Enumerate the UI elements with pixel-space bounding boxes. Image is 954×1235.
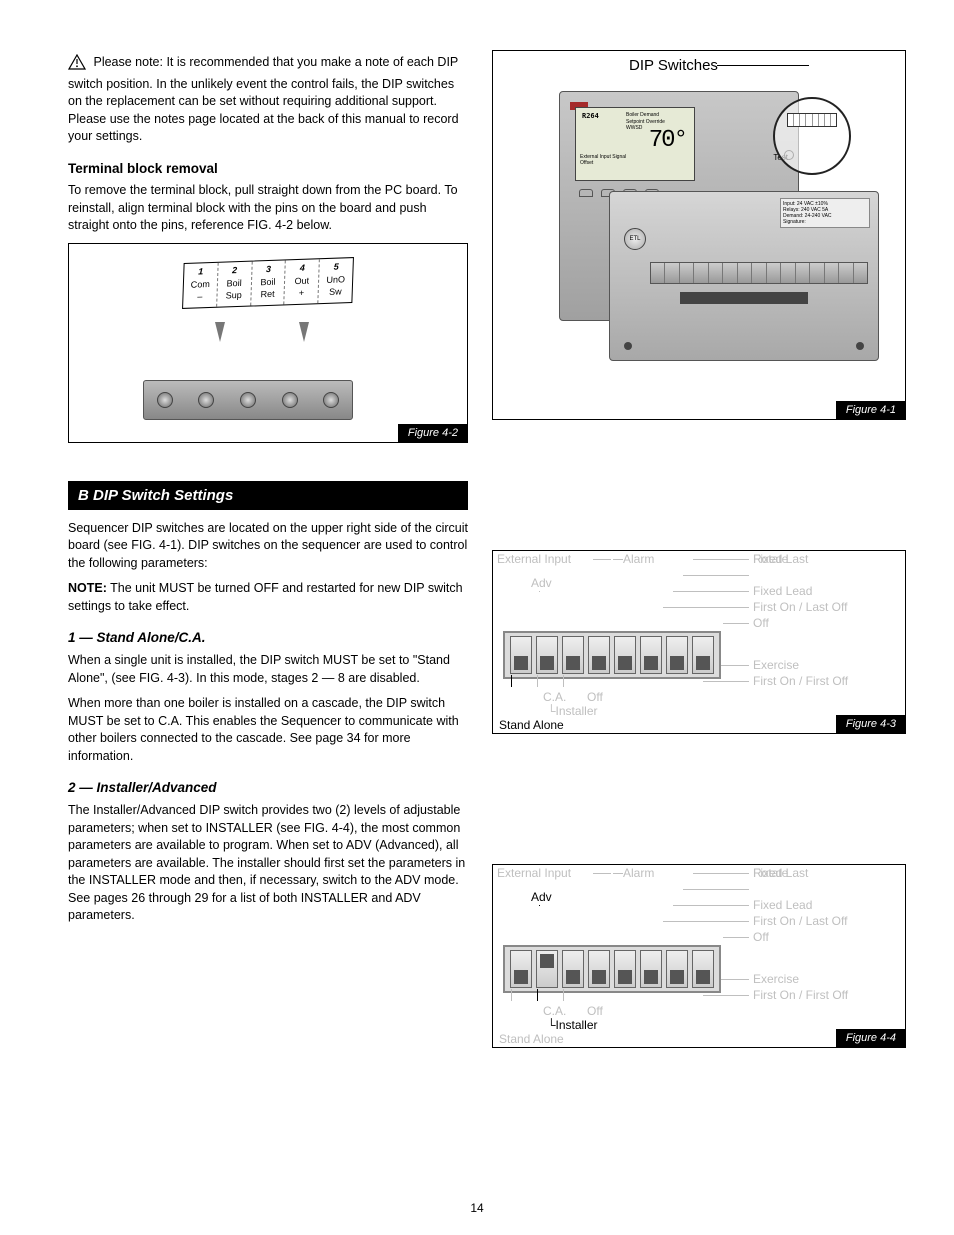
dip2-heading: 2 — Installer/Advanced xyxy=(68,779,468,798)
figure-label: Figure 4-4 xyxy=(836,1029,906,1048)
dip-intro: Sequencer DIP switches are located on th… xyxy=(68,520,468,573)
dip-switches-callout: DIP Switches xyxy=(629,55,718,76)
note-label: NOTE: xyxy=(68,581,107,595)
warning-paragraph: Please note: It is recommended that you … xyxy=(68,54,468,146)
terminal-strip xyxy=(143,380,353,420)
figure-label: Figure 4-1 xyxy=(836,401,906,420)
dip-zoom-circle xyxy=(773,97,851,175)
warning-icon xyxy=(68,54,86,76)
note-text: The unit MUST be turned OFF and restarte… xyxy=(68,581,463,613)
controller-lcd: R264 70° Boiler Demand Setpoint Override… xyxy=(575,107,695,181)
figure-label: Figure 4-3 xyxy=(836,715,906,734)
section-b-header: B DIP Switch Settings xyxy=(68,481,468,510)
dip1-para1: When a single unit is installed, the DIP… xyxy=(68,652,468,687)
figure-4-3: External Input Alarm Rotate Fixed Last F… xyxy=(492,550,906,734)
dip1-heading: 1 — Stand Alone/C.A. xyxy=(68,629,468,648)
warning-text: Please note: It is recommended that you … xyxy=(68,55,459,143)
dip-note: NOTE: The unit MUST be turned OFF and re… xyxy=(68,580,468,615)
page-number: 14 xyxy=(0,1200,954,1217)
figure-4-4: External Input Alarm Rotate Fixed Last F… xyxy=(492,864,906,1048)
terminal-removal-heading: Terminal block removal xyxy=(68,160,468,179)
terminal-label-card: 1Com– 2BoilSup 3BoilRet 4Out+ 5UnOSw xyxy=(182,257,354,309)
figure-4-2: 1Com– 2BoilSup 3BoilRet 4Out+ 5UnOSw Fig… xyxy=(68,243,468,443)
figure-label: Figure 4-2 xyxy=(398,424,468,443)
figure-4-1: DIP Switches Test R264 70° Boiler Demand… xyxy=(492,50,906,420)
dip1-para2: When more than one boiler is installed o… xyxy=(68,695,468,765)
dip2-para: The Installer/Advanced DIP switch provid… xyxy=(68,802,468,925)
terminal-removal-text: To remove the terminal block, pull strai… xyxy=(68,182,468,235)
